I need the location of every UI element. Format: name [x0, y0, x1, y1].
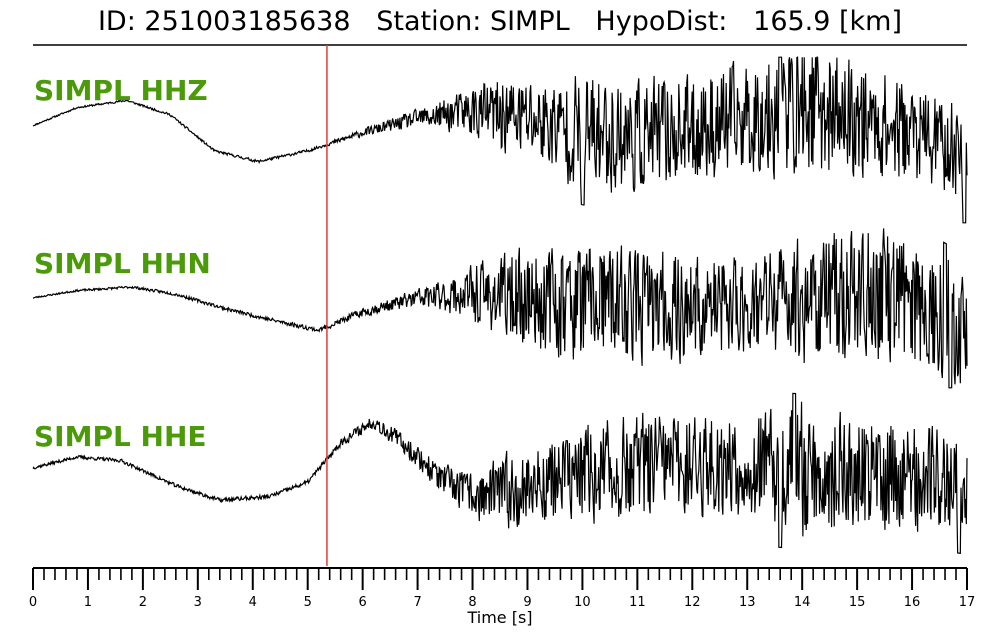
x-tick-label: 4 — [249, 595, 257, 610]
x-tick-label: 2 — [139, 595, 147, 610]
x-tick-label: 13 — [739, 595, 756, 610]
x-tick-label: 7 — [413, 595, 421, 610]
x-tick-label: 16 — [904, 595, 921, 610]
x-tick-label: 5 — [304, 595, 312, 610]
trace-simpl-hhz — [32, 56, 968, 224]
x-tick-label: 9 — [523, 595, 531, 610]
channel-label: SIMPL HHN — [34, 247, 211, 280]
x-tick-label: 3 — [194, 595, 202, 610]
x-tick-label: 0 — [29, 595, 37, 610]
x-tick-label: 8 — [468, 595, 476, 610]
channel-label: SIMPL HHE — [34, 420, 207, 453]
x-tick-label: 11 — [629, 595, 646, 610]
x-tick-label: 14 — [794, 595, 811, 610]
x-tick-label: 6 — [359, 595, 367, 610]
traces-group — [32, 56, 968, 555]
trace-simpl-hhn — [32, 228, 968, 389]
x-tick-label: 17 — [959, 595, 976, 610]
x-axis-title: Time [s] — [466, 608, 532, 627]
trace-simpl-hhe — [32, 392, 968, 555]
x-tick-label: 1 — [84, 595, 92, 610]
x-tick-label: 15 — [849, 595, 866, 610]
channel-label: SIMPL HHZ — [34, 74, 208, 107]
x-tick-label: 10 — [574, 595, 591, 610]
chart-title: ID: 251003185638 Station: SIMPL HypoDist… — [97, 6, 903, 37]
channel-labels-group: SIMPL HHZ SIMPL HHN SIMPL HHE — [34, 74, 211, 453]
x-tick-label: 12 — [684, 595, 701, 610]
